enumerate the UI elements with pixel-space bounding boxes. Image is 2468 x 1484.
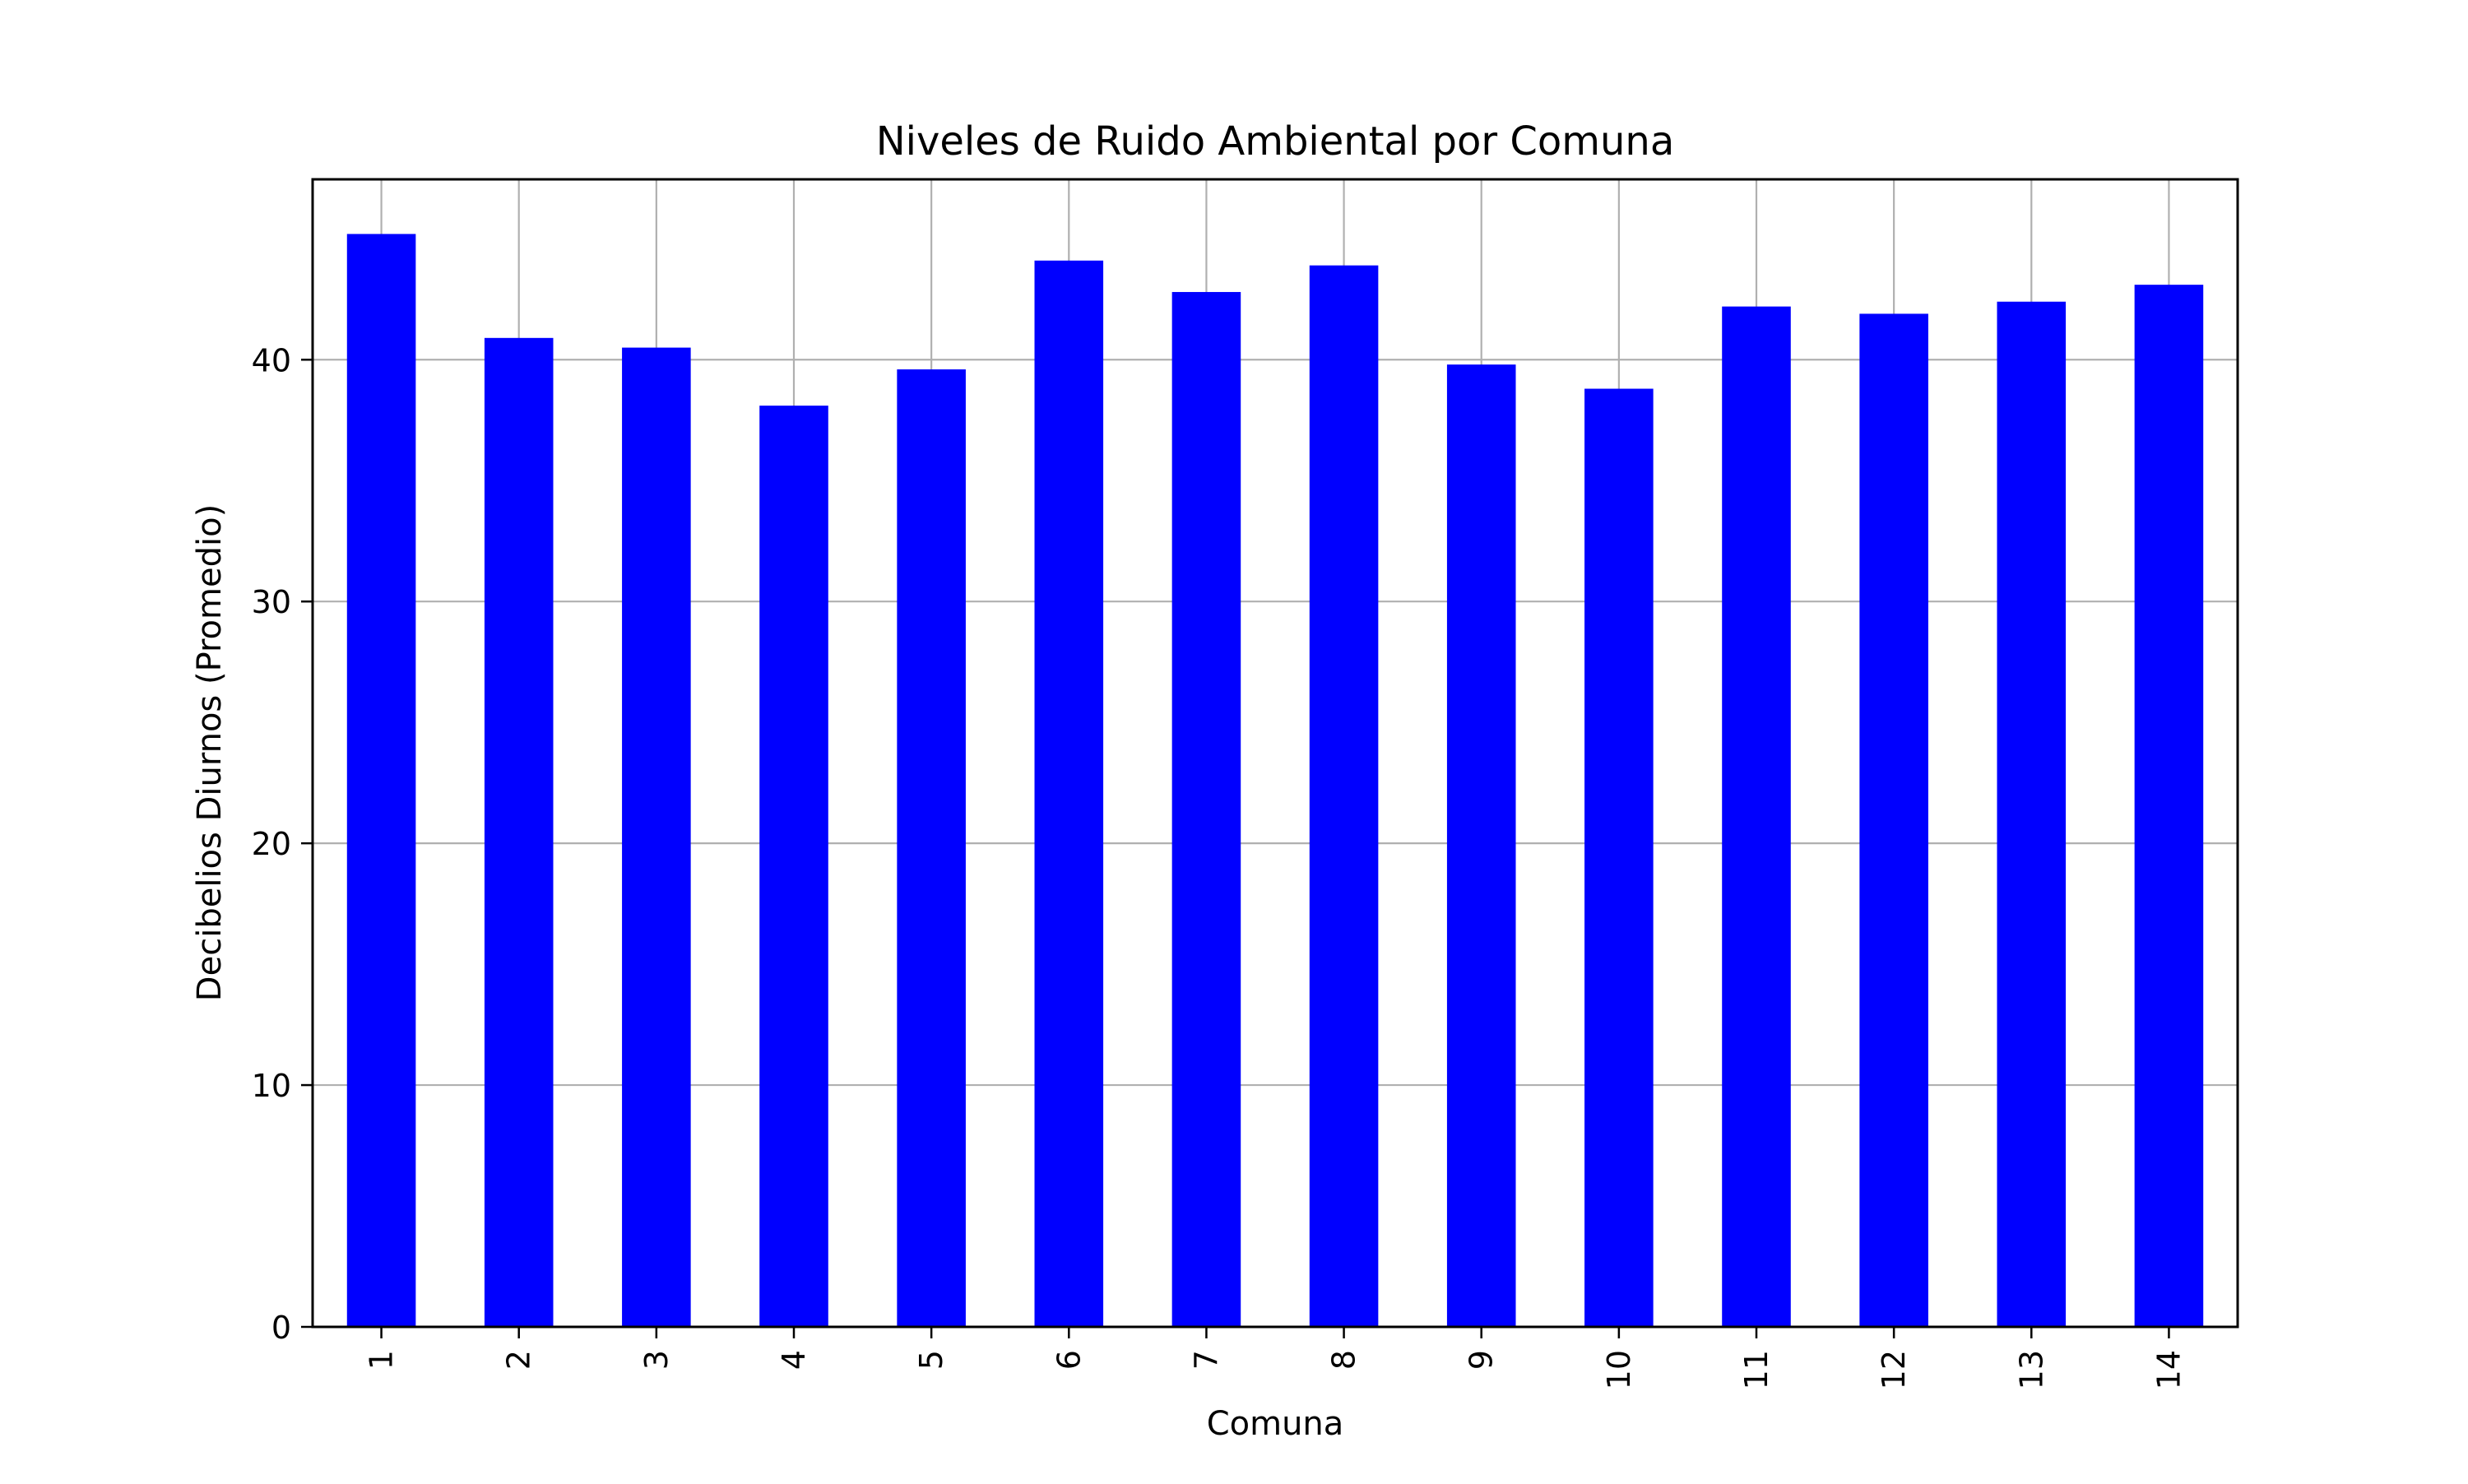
y-tick-label: 10 [252, 1068, 291, 1104]
bar [1309, 265, 1379, 1328]
bars-layer [346, 234, 2204, 1328]
x-tick-label: 13 [2013, 1350, 2049, 1389]
bar [759, 406, 828, 1327]
bar [622, 347, 691, 1328]
plot-area-frame [311, 178, 2239, 1329]
x-tick-label: 14 [2150, 1350, 2187, 1389]
bar [1034, 260, 1104, 1328]
bar [2134, 285, 2204, 1327]
x-tick-label: 6 [1051, 1350, 1087, 1370]
grid-layer [313, 179, 2238, 1329]
bar [1859, 313, 1928, 1328]
x-tick-label: 9 [1464, 1350, 1500, 1370]
x-tick-label: 4 [776, 1350, 812, 1370]
x-tick-label: 8 [1326, 1350, 1362, 1370]
bar [346, 234, 416, 1327]
y-tick-label: 40 [252, 342, 291, 378]
bar [1722, 306, 1791, 1327]
y-tick-label: 30 [252, 584, 291, 620]
y-axis-label: Decibelios Diurnos (Promedio) [191, 504, 229, 1001]
bar [484, 337, 554, 1327]
x-tick-label: 12 [1876, 1350, 1912, 1389]
x-tick-label: 5 [913, 1350, 949, 1370]
y-tick-label: 20 [252, 826, 291, 862]
x-tick-label: 11 [1738, 1350, 1774, 1389]
x-axis-label: Comuna [1207, 1405, 1344, 1443]
bar [1997, 301, 2067, 1327]
bar [1584, 388, 1654, 1327]
bar [1446, 364, 1516, 1327]
x-tick-label: 3 [638, 1350, 675, 1370]
x-tick-label: 1 [364, 1350, 400, 1370]
y-tick-label: 0 [271, 1310, 291, 1346]
bar [897, 369, 966, 1328]
chart-title: Niveles de Ruido Ambiental por Comuna [876, 118, 1675, 165]
x-tick-label: 10 [1601, 1350, 1637, 1389]
bar [1171, 291, 1241, 1328]
x-tick-label: 2 [501, 1350, 537, 1370]
x-tick-label: 7 [1188, 1350, 1224, 1370]
